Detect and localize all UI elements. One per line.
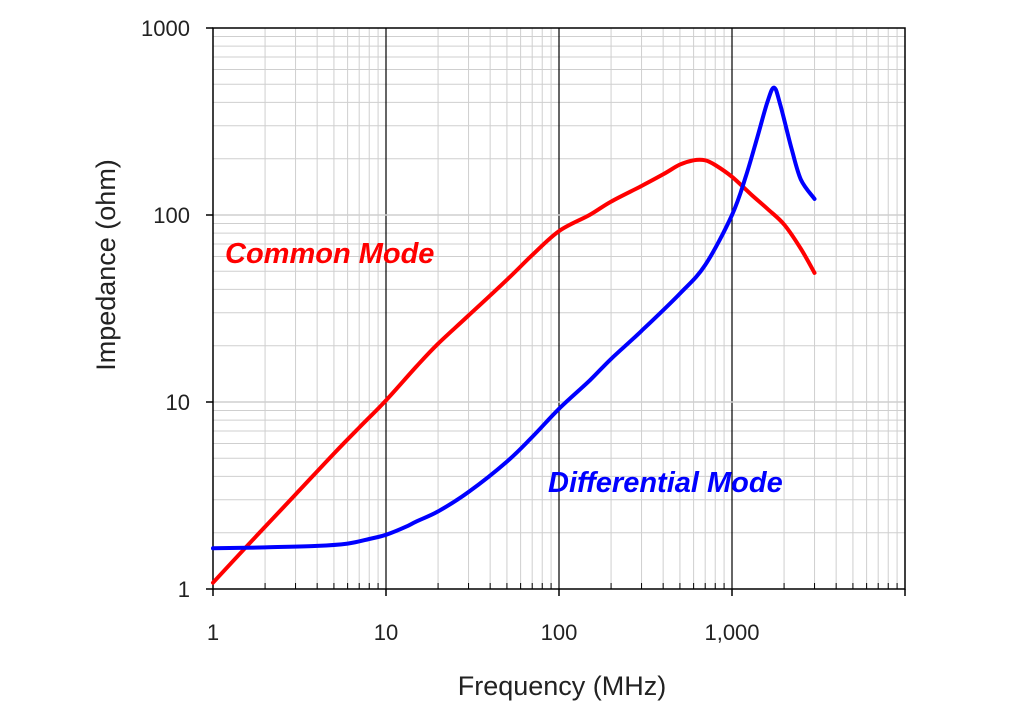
x-ticks [212,583,906,596]
y-ticks [206,27,213,590]
x-axis-title: Frequency (MHz) [458,671,667,701]
x-tick-label-1000: 1,000 [704,620,759,645]
common-mode-line [211,157,817,585]
x-tick-label-10: 10 [374,620,398,645]
differential-mode-label: Differential Mode [548,467,783,499]
y-tick-label-10: 10 [166,390,190,415]
differential-mode-line [211,85,817,551]
major-grid [213,28,905,589]
common-mode-label: Common Mode [225,238,434,270]
y-tick-label-1: 1 [178,577,190,602]
y-tick-label-1000: 1000 [141,16,190,41]
y-axis-title: Impedance (ohm) [91,159,121,371]
x-tick-label-1: 1 [207,620,219,645]
y-tick-label-100: 100 [153,203,190,228]
x-tick-label-100: 100 [541,620,578,645]
